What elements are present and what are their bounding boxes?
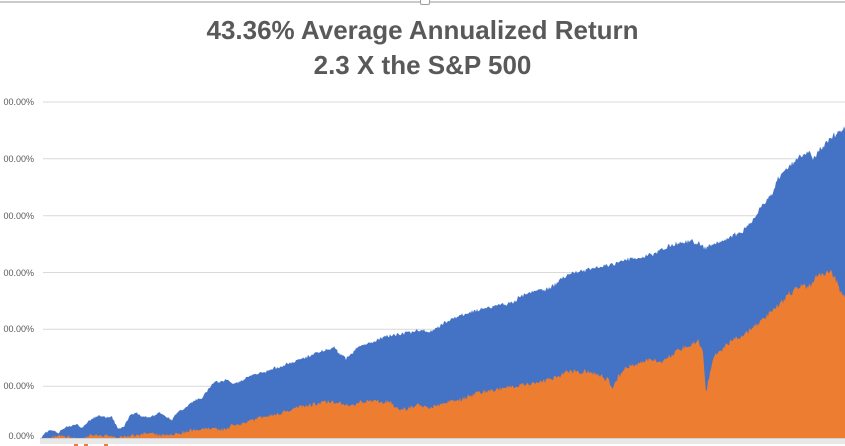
orange-series-area[interactable] (40, 269, 845, 443)
value-axis-tick-label[interactable]: 00.00% (3, 154, 34, 164)
axis-artifact-dash (104, 444, 108, 446)
chart-title[interactable]: 43.36% Average Annualized Return 2.3 X t… (0, 13, 845, 83)
axis-artifact-dashes (74, 444, 108, 446)
value-axis-tick-label[interactable]: 0.00% (8, 431, 34, 441)
value-axis-tick-label[interactable]: 00.00% (3, 324, 34, 334)
axis-artifact-dash (84, 444, 88, 446)
axis-baseline-strip (40, 438, 845, 444)
value-axis-tick-label[interactable]: 00.00% (3, 211, 34, 221)
chart-title-line1: 43.36% Average Annualized Return (206, 15, 639, 45)
chart-title-line2: 2.3 X the S&P 500 (313, 50, 532, 80)
value-axis-tick-label[interactable]: 00.00% (3, 97, 34, 107)
axis-artifact-dash (74, 444, 78, 446)
selection-handle-top-center[interactable] (420, 0, 430, 5)
value-axis-tick-label[interactable]: 00.00% (3, 268, 34, 278)
value-axis-tick-label[interactable]: 00.00% (3, 381, 34, 391)
